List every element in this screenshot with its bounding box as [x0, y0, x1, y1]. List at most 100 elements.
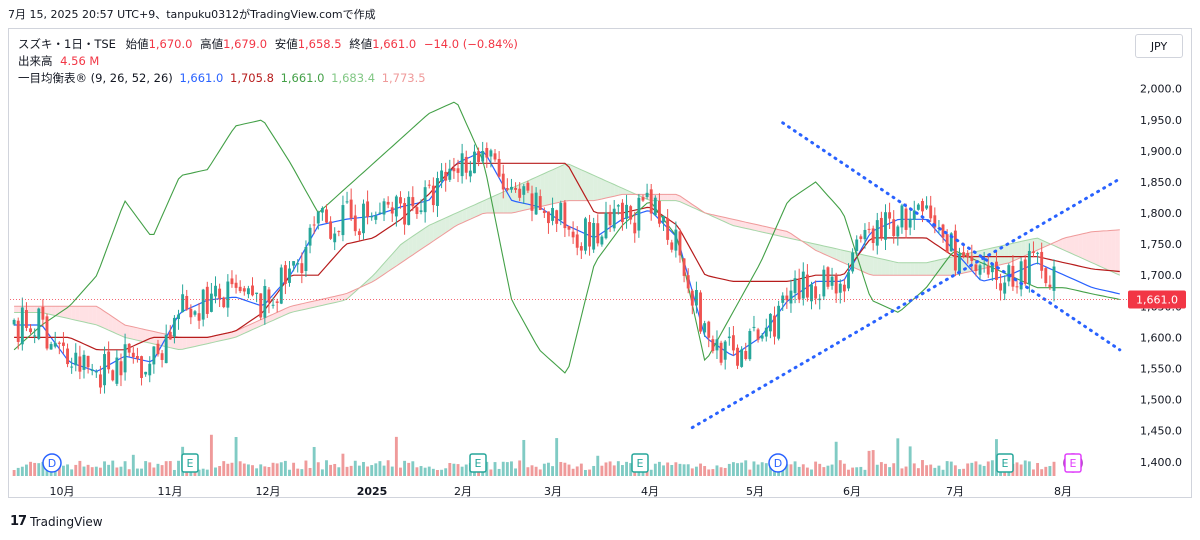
- volume-bar: [164, 461, 168, 476]
- cloud-segment: [1041, 240, 1046, 249]
- cloud-segment: [474, 203, 479, 218]
- cloud-segment: [1103, 230, 1108, 270]
- cloud-segment: [211, 335, 216, 343]
- cloud-segment: [199, 337, 204, 346]
- candle-body: [98, 374, 102, 388]
- volume-bar: [851, 467, 855, 476]
- candle-body: [966, 252, 970, 258]
- volume-bar: [534, 466, 538, 476]
- x-tick-label: 3月: [544, 485, 562, 498]
- cloud-segment: [605, 180, 611, 199]
- volume-bar: [818, 463, 822, 476]
- volume-bar: [797, 466, 801, 476]
- candle-body: [473, 151, 476, 174]
- volume-bar: [255, 468, 259, 476]
- candle-body: [526, 182, 530, 191]
- cloud-segment: [1037, 238, 1042, 251]
- candle-body: [394, 196, 398, 217]
- volume-bar: [958, 469, 961, 476]
- x-axis: 10月 11月 12月 2025 2月 3月 4月 5月 6月 7月 8月: [50, 485, 1073, 498]
- candle-body: [292, 261, 296, 266]
- cloud-segment: [1091, 231, 1096, 265]
- volume-bar: [485, 461, 489, 476]
- volume-bar: [662, 465, 665, 476]
- volume-bar: [814, 461, 818, 476]
- cloud-segment: [281, 308, 286, 317]
- x-tick-label: 4月: [641, 485, 659, 498]
- volume-bar: [222, 461, 226, 476]
- cloud-segment: [318, 299, 323, 307]
- legend-volume-label[interactable]: 出来高: [18, 54, 53, 68]
- candle-body: [226, 281, 230, 308]
- cloud-segment: [589, 173, 594, 201]
- candle-body: [20, 307, 24, 345]
- candle-body: [859, 236, 863, 239]
- tradingview-logo[interactable]: 17 TradingView: [10, 514, 103, 529]
- volume-bar: [86, 464, 90, 476]
- volume-bar: [98, 467, 102, 476]
- cloud-segment: [659, 194, 664, 201]
- candle-body: [522, 186, 526, 195]
- volume-bar: [267, 467, 271, 476]
- volume-bar: [448, 463, 452, 476]
- last-price-marker: 1,661.0: [10, 290, 1186, 309]
- volume-bar: [362, 461, 365, 476]
- candle-body: [1040, 251, 1044, 271]
- cloud-segment: [404, 238, 409, 261]
- candle-body: [912, 210, 916, 220]
- candle-body: [793, 278, 797, 294]
- candle-body: [57, 342, 61, 344]
- candle-body: [427, 184, 431, 186]
- legend-kijun: 1,705.8: [230, 71, 274, 85]
- candle-body: [838, 283, 842, 293]
- candle-body: [222, 297, 226, 308]
- volume-bar: [246, 464, 250, 476]
- candle-body: [209, 293, 213, 312]
- cloud-segment: [416, 230, 422, 253]
- volume-bar: [353, 460, 357, 476]
- volume-bar: [933, 467, 937, 476]
- volume-bar: [875, 464, 879, 476]
- volume-bar: [620, 465, 624, 476]
- legend-high: 1,679.0: [223, 37, 268, 51]
- volume-bar: [953, 465, 957, 476]
- ichimoku-lines: [13, 101, 1121, 374]
- candle-body: [604, 212, 608, 239]
- cloud-segment: [293, 304, 298, 312]
- legend-symbol[interactable]: スズキ・1日・TSE: [18, 37, 116, 51]
- y-tick-label: 1,850.0: [1140, 176, 1182, 189]
- chart-frame[interactable]: [8, 28, 1192, 498]
- candle-body: [773, 315, 776, 337]
- candle-body: [505, 188, 509, 190]
- cloud-segment: [186, 337, 191, 349]
- x-tick-label: 12月: [256, 485, 281, 498]
- volume-bar: [625, 461, 628, 476]
- cloud-segment: [864, 255, 870, 275]
- candle-body: [329, 221, 333, 239]
- legend-ichimoku-label[interactable]: 一目均衡表: [18, 71, 76, 85]
- x-tick-label: 2月: [454, 485, 472, 498]
- cloud-segment: [577, 167, 582, 201]
- cloud-segment: [507, 188, 512, 214]
- candle-body: [596, 223, 600, 244]
- candle-body: [682, 258, 686, 276]
- candle-body: [464, 156, 468, 173]
- cloud-segment: [721, 216, 726, 223]
- candle-body: [37, 308, 41, 339]
- volume-bars: [12, 434, 1056, 476]
- event-label: D: [48, 457, 56, 470]
- volume-bar: [251, 465, 254, 476]
- candle-body: [193, 311, 197, 315]
- cloud-segment: [601, 179, 606, 199]
- volume-bar: [530, 465, 534, 476]
- candle-body: [267, 289, 271, 303]
- currency-selector[interactable]: JPY: [1135, 34, 1183, 58]
- volume-bar: [526, 467, 530, 476]
- volume-bar: [912, 463, 916, 476]
- x-tick-label: 11月: [158, 485, 183, 498]
- candle-body: [962, 252, 966, 257]
- cloud-segment: [675, 194, 680, 202]
- candle-body: [534, 192, 538, 215]
- volume-bar: [571, 468, 575, 476]
